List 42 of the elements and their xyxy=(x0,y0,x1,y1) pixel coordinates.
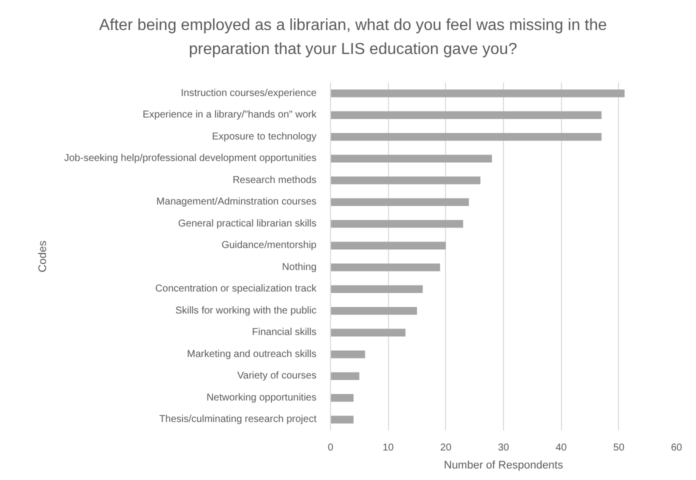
y-tick-label: Job-seeking help/professional development opportunities xyxy=(64,153,317,164)
bar xyxy=(330,242,446,250)
y-tick-label: Networking opportunities xyxy=(206,392,317,404)
y-tick-label: Marketing and outreach skills xyxy=(186,348,317,360)
y-tick-label: Variety of courses xyxy=(237,370,317,382)
bar xyxy=(330,263,440,272)
y-tick-label: Nothing xyxy=(282,262,316,273)
bar xyxy=(330,328,406,337)
y-tick-label: Exposure to technology xyxy=(212,131,317,142)
bar xyxy=(330,372,360,380)
y-tick-label: Concentration or specialization track xyxy=(155,284,318,295)
bar xyxy=(330,176,480,184)
y-tick-label: Guidance/mentorship xyxy=(221,240,317,252)
x-tick-label: 60 xyxy=(670,442,682,454)
y-tick-label: Research methods xyxy=(232,174,317,186)
bar xyxy=(330,89,625,98)
y-tick-label: Experience in a library/"hands on" work xyxy=(142,110,318,121)
y-tick-label: Management/Adminstration courses xyxy=(156,196,316,208)
bar xyxy=(330,416,354,424)
bar xyxy=(330,132,602,141)
bar xyxy=(330,220,464,228)
x-tick-label: 50 xyxy=(613,442,625,454)
chart-title: After being employed as a librarian, what do you feel was missing in the preparation that your LIS education gave you? xyxy=(98,16,608,60)
x-tick-label: 40 xyxy=(556,442,568,454)
y-tick-label: Skills for working with the public xyxy=(175,305,317,316)
y-tick-label: Instruction courses/experience xyxy=(180,88,317,99)
y-axis-title: Codes xyxy=(37,240,50,272)
x-tick-label: 20 xyxy=(440,442,452,454)
bar xyxy=(330,394,354,402)
bar xyxy=(330,306,417,315)
bar xyxy=(330,285,423,294)
x-tick-label: 0 xyxy=(328,442,334,454)
y-tick-label: General practical librarian skills xyxy=(178,218,317,230)
x-tick-label: 30 xyxy=(498,442,510,454)
bar xyxy=(330,198,469,206)
bar xyxy=(330,154,492,163)
bar xyxy=(330,350,366,358)
y-tick-label: Financial skills xyxy=(252,327,317,338)
x-tick-label: 10 xyxy=(382,442,394,454)
bar xyxy=(330,111,602,120)
y-tick-label: Thesis/culminating research project xyxy=(159,414,317,426)
x-axis-title: Number of Respondents xyxy=(444,460,564,472)
